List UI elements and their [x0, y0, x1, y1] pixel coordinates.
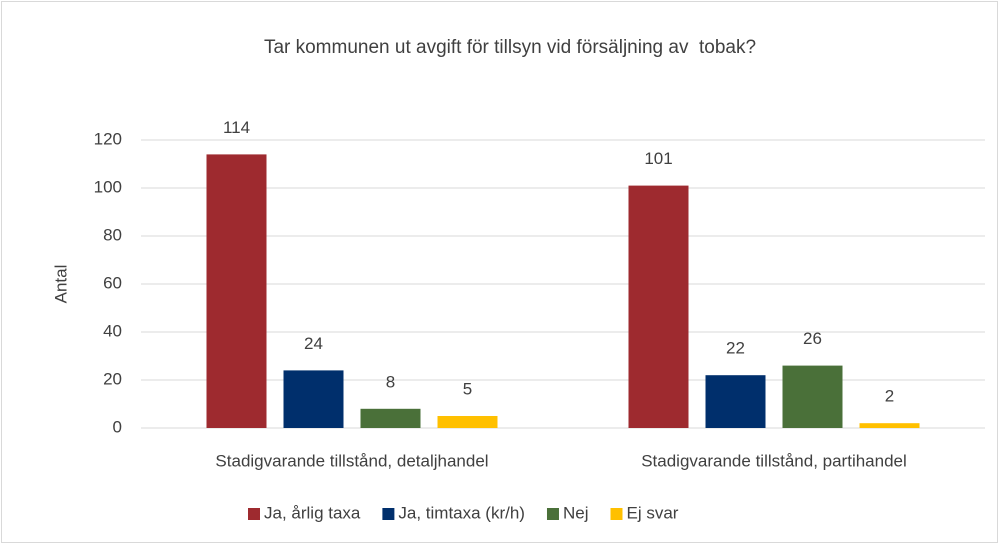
legend-swatch: [248, 508, 260, 520]
y-tick-label: 0: [113, 417, 122, 436]
chart-title: Tar kommunen ut avgift för tillsyn vid f…: [264, 37, 756, 58]
data-label: 2: [885, 387, 894, 406]
bar: [283, 370, 344, 428]
data-label: 26: [803, 329, 822, 348]
legend-label: Ja, årlig taxa: [264, 503, 361, 522]
y-tick-label: 80: [103, 225, 122, 244]
legend-label: Ja, timtaxa (kr/h): [398, 503, 525, 522]
data-label: 114: [223, 118, 250, 137]
x-tick-label: Stadigvarande tillstånd, detaljhandel: [215, 451, 488, 470]
y-tick-label: 40: [103, 321, 122, 340]
legend-label: Ej svar: [627, 503, 679, 522]
y-axis-label: Antal: [51, 265, 70, 304]
data-label: 5: [463, 379, 472, 398]
legend-swatch: [610, 508, 623, 520]
x-tick-label: Stadigvarande tillstånd, partihandel: [641, 451, 907, 470]
data-label: 101: [644, 149, 672, 168]
data-label: 22: [726, 339, 745, 358]
bar: [206, 154, 267, 428]
bar: [782, 365, 843, 428]
legend-swatch: [546, 508, 559, 520]
y-tick-label: 20: [103, 369, 122, 388]
y-tick-label: 60: [103, 273, 122, 292]
legend-label: Nej: [563, 503, 589, 522]
data-label: 8: [386, 372, 395, 391]
legend-swatch: [382, 508, 395, 520]
bar: [705, 375, 766, 428]
bar: [859, 423, 920, 428]
bar: [437, 416, 498, 428]
y-tick-label: 120: [94, 129, 122, 148]
y-tick-label: 100: [94, 177, 122, 196]
bar: [360, 408, 421, 428]
data-label: 24: [304, 334, 323, 353]
bar: [628, 185, 689, 428]
